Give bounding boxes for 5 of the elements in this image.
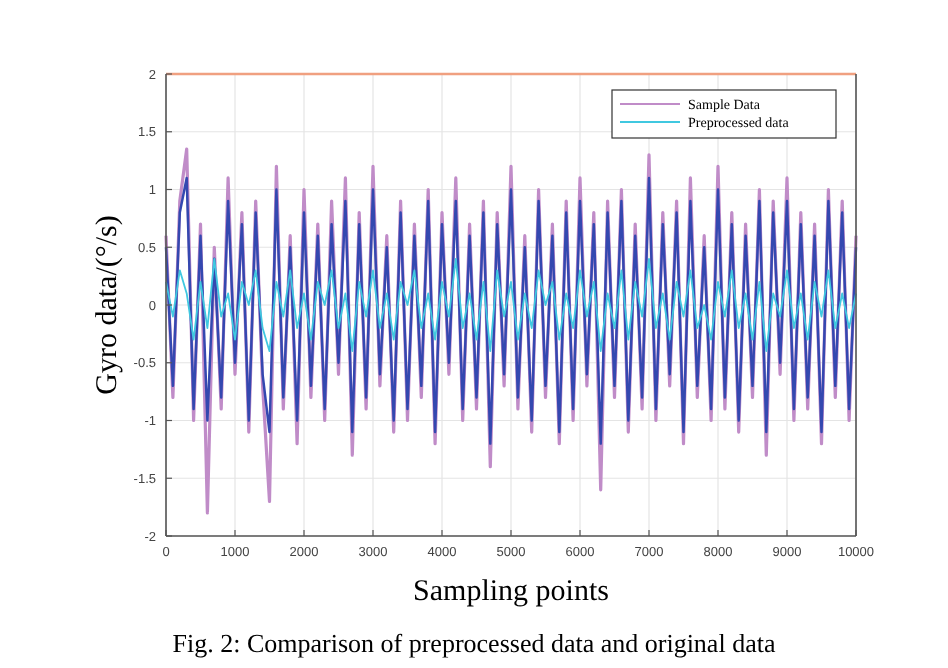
caption: Fig. 2: Comparison of preprocessed data and original data — [172, 628, 776, 658]
x-axis-title: Sampling points — [413, 576, 610, 608]
line-series — [164, 176, 858, 445]
y-axis-title: Gyro data/(°/s) — [92, 215, 124, 395]
line-series — [165, 257, 857, 353]
